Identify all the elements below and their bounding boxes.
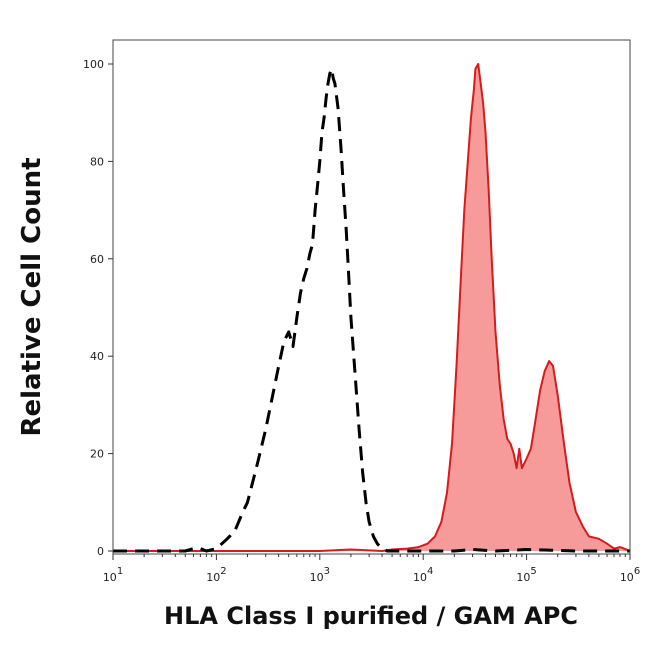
control-line: [113, 67, 630, 553]
y-tick-label: 40: [90, 350, 104, 363]
y-axis-label: Relative Cell Count: [17, 157, 47, 436]
y-axis: 0 20 40 60 80 100: [83, 58, 113, 558]
plot-area: [113, 63, 630, 553]
y-tick-label: 80: [90, 155, 104, 168]
x-tick-label: 105: [516, 566, 536, 584]
x-axis-label: HLA Class I purified / GAM APC: [164, 602, 578, 630]
x-tick-label: 101: [103, 566, 123, 584]
y-tick-label: 60: [90, 253, 104, 266]
series-group: [113, 63, 630, 553]
x-tick-label: 106: [620, 566, 640, 584]
stained-line: [113, 63, 630, 552]
x-tick-label: 102: [206, 566, 226, 584]
y-tick-label: 100: [83, 58, 104, 71]
y-tick-label: 20: [90, 448, 104, 461]
y-tick-label: 0: [97, 545, 104, 558]
x-axis: 101 102 103 104 105 106: [103, 554, 640, 584]
plot-frame: [112, 39, 631, 555]
x-tick-label: 103: [310, 566, 330, 584]
x-tick-label: 104: [413, 566, 433, 584]
stained-area: [113, 64, 630, 551]
